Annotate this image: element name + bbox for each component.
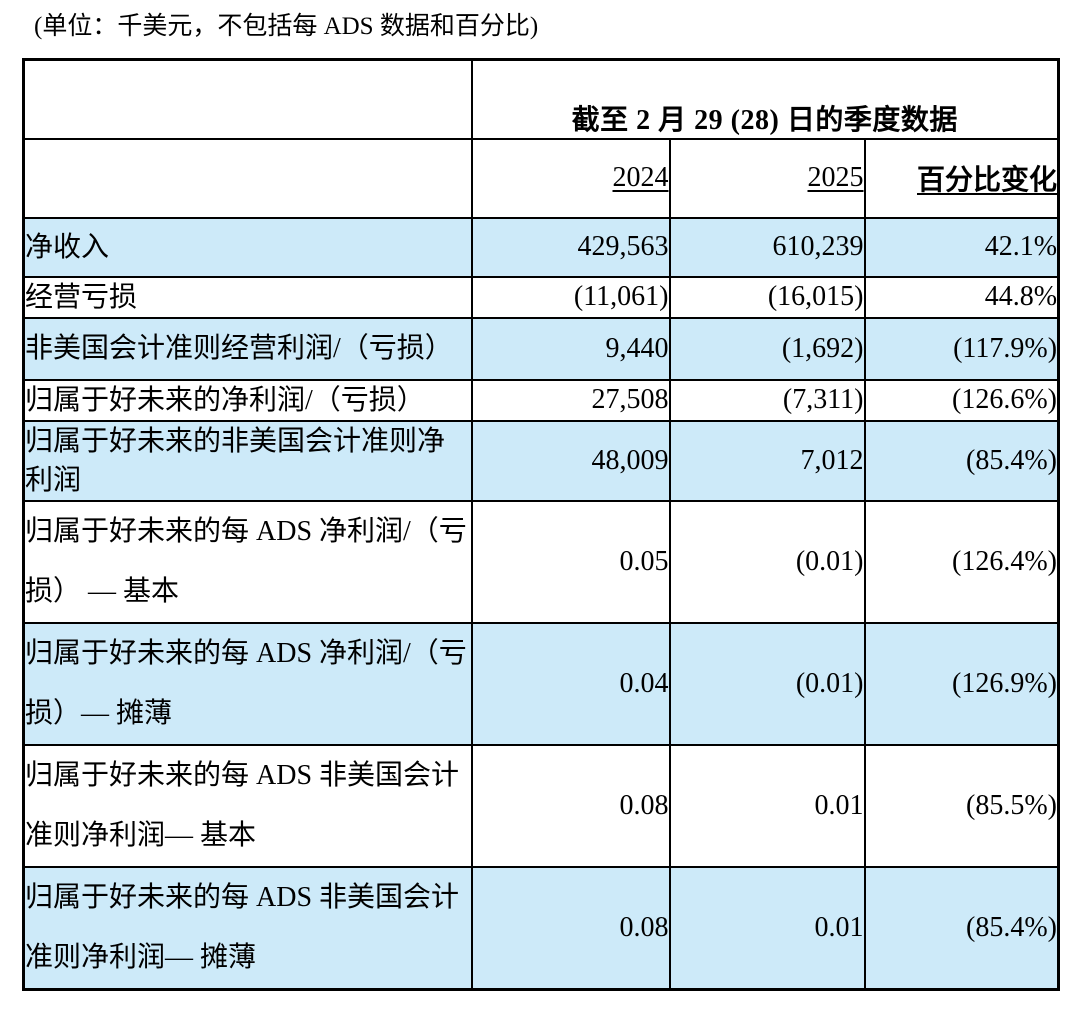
row-label: 归属于好未来的每 ADS 非美国会计 准则净利润— 摊薄 [22,865,473,990]
table-row: 非美国会计准则经营利润/（亏损） 9,440 (1,692) (117.9%) [22,316,1060,381]
value-pct-change: (85.5%) [863,743,1060,868]
quarter-span-header: 截至 2 月 29 (28) 日的季度数据 [470,58,1060,140]
row-label: 归属于好未来的每 ADS 净利润/（亏 损） — 基本 [22,499,473,624]
table-row: 归属于好未来的每 ADS 净利润/（亏 损） — 基本 0.05 (0.01) (126… [22,499,1060,624]
value-2025: 7,012 [668,419,866,502]
row-label-line: 损） — 基本 [25,575,180,607]
value-pct-change: (126.4%) [863,499,1060,624]
table-header-row-cols: 2024 2025 百分比变化 [22,137,1060,219]
row-label-line: 归属于好未来的每 ADS 净利润/（亏 [25,637,467,669]
row-label-line: 损）— 摊薄 [25,697,173,729]
header-empty-cell [22,58,473,140]
row-label-line: 利润 [25,464,82,496]
unit-caption: (单位：千美元，不包括每 ADS 数据和百分比) [34,13,539,40]
row-label-line: 归属于好未来的非美国会计准则净 [25,425,446,457]
row-label-line: 准则净利润— 摊薄 [25,941,257,973]
row-label: 经营亏损 [22,275,473,319]
value-pct-change: (117.9%) [863,316,1060,381]
col-header-2024: 2024 [470,137,671,219]
value-pct-change: (85.4%) [863,419,1060,502]
value-pct-change: (126.9%) [863,621,1060,746]
row-label: 净收入 [22,216,473,278]
value-2024: 0.08 [470,743,671,868]
value-2025: (16,015) [668,275,866,319]
value-2024: 27,508 [470,378,671,422]
value-pct-change: 44.8% [863,275,1060,319]
row-label-line: 归属于好未来的每 ADS 非美国会计 [25,881,460,913]
row-label-line: 非美国会计准则经营利润/（亏损） [25,333,453,364]
row-label-line: 准则净利润— 基本 [25,819,257,851]
row-label: 归属于好未来的每 ADS 净利润/（亏 损）— 摊薄 [22,621,473,746]
table-row: 经营亏损 (11,061) (16,015) 44.8% [22,275,1060,319]
row-label-line: 归属于好未来的每 ADS 非美国会计 [25,759,460,791]
table-header-row-span: 截至 2 月 29 (28) 日的季度数据 [22,58,1060,140]
header-empty-cell [22,137,473,219]
row-label-line: 净收入 [25,231,110,263]
value-2025: (0.01) [668,621,866,746]
value-pct-change: 42.1% [863,216,1060,278]
row-label: 非美国会计准则经营利润/（亏损） [22,316,473,381]
value-2025: (0.01) [668,499,866,624]
table-row: 净收入 429,563 610,239 42.1% [22,216,1060,278]
table-body: 净收入 429,563 610,239 42.1% 经营亏损 (11,061) (16,01… [22,216,1060,990]
row-label: 归属于好未来的每 ADS 非美国会计 准则净利润— 基本 [22,743,473,868]
value-2024: 9,440 [470,316,671,381]
value-pct-change: (126.6%) [863,378,1060,422]
col-header-pct-change: 百分比变化 [863,137,1060,219]
value-2024: 0.05 [470,499,671,624]
value-2025: (1,692) [668,316,866,381]
value-2024: 429,563 [470,216,671,278]
table-row: 归属于好未来的每 ADS 非美国会计 准则净利润— 摊薄 0.08 0.01 (85.4… [22,865,1060,990]
row-label: 归属于好未来的非美国会计准则净 利润 [22,419,473,502]
value-pct-change: (85.4%) [863,865,1060,990]
value-2025: 0.01 [668,743,866,868]
financial-table: 截至 2 月 29 (28) 日的季度数据 2024 2025 百分比变化 净收… [22,58,1061,991]
table-row: 归属于好未来的每 ADS 净利润/（亏 损）— 摊薄 0.04 (0.01) (126.… [22,621,1060,746]
row-label-line: 经营亏损 [25,281,138,313]
row-label-line: 归属于好未来的净利润/（亏损） [25,384,425,416]
row-label-line: 归属于好未来的每 ADS 净利润/（亏 [25,515,467,547]
col-header-2025: 2025 [668,137,866,219]
value-2024: (11,061) [470,275,671,319]
table-row: 归属于好未来的非美国会计准则净 利润 48,009 7,012 (85.4%) [22,419,1060,502]
value-2025: (7,311) [668,378,866,422]
table-row: 归属于好未来的每 ADS 非美国会计 准则净利润— 基本 0.08 0.01 (85.5… [22,743,1060,868]
value-2025: 610,239 [668,216,866,278]
value-2024: 0.08 [470,865,671,990]
row-label: 归属于好未来的净利润/（亏损） [22,378,473,422]
value-2024: 0.04 [470,621,671,746]
value-2025: 0.01 [668,865,866,990]
table-row: 归属于好未来的净利润/（亏损） 27,508 (7,311) (126.6%) [22,378,1060,422]
value-2024: 48,009 [470,419,671,502]
